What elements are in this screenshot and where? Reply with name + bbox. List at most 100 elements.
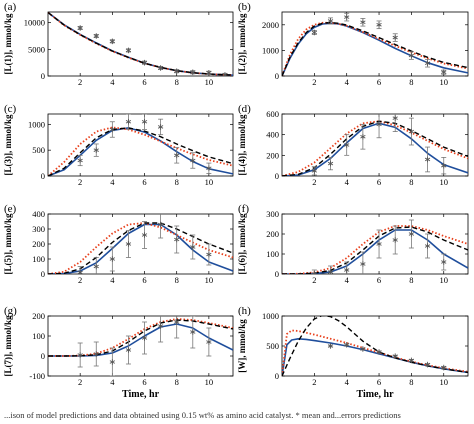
data-point: [125, 230, 132, 258]
y-tick-label: 200: [32, 239, 45, 249]
data-point: [441, 156, 447, 175]
data-point: [190, 69, 196, 76]
data-point: [344, 342, 350, 348]
x-tick-label: 2: [312, 177, 316, 187]
data-point: [344, 261, 350, 274]
data-point: [327, 156, 334, 171]
y-tick-label: 200: [32, 311, 45, 321]
x-tick-label: 6: [142, 377, 146, 387]
x-tick-label: 10: [439, 275, 448, 285]
data-point: [392, 33, 398, 42]
plot-frame: [47, 315, 234, 377]
data-point: [141, 221, 148, 249]
x-tick-label: 4: [110, 77, 115, 87]
x-tick-label: 2: [312, 77, 316, 87]
panel-label: (e): [4, 203, 17, 215]
x-tick-label: 4: [110, 377, 115, 387]
data-point: [109, 38, 116, 45]
series-line-red-dotted: [48, 222, 233, 274]
data-point: [424, 58, 431, 68]
x-tick-label: 10: [439, 77, 448, 87]
data-point: [206, 162, 212, 174]
data-point: [424, 361, 431, 368]
y-tick-label: 300: [266, 209, 279, 219]
data-point: [327, 17, 334, 25]
x-tick-label: 8: [409, 77, 413, 87]
data-point: [125, 114, 132, 130]
x-tick-label: 8: [175, 177, 179, 187]
x-tick-label: 10: [439, 377, 448, 387]
y-tick-label: 1000: [262, 45, 279, 55]
panel-label: (g): [4, 305, 17, 317]
data-point: [392, 114, 398, 132]
y-tick-label: 0: [275, 171, 279, 181]
data-point: [174, 147, 180, 164]
x-axis-label: Time, hr: [122, 389, 160, 400]
x-tick-label: 6: [377, 177, 381, 187]
x-tick-label: 4: [110, 177, 115, 187]
y-tick-label: 5000: [28, 44, 45, 54]
y-tick-label: -100: [29, 371, 45, 381]
data-point: [376, 114, 382, 139]
y-axis-label: [L(1)], mmol/kg: [3, 13, 13, 74]
y-tick-label: 300: [32, 224, 45, 234]
data-point: [392, 225, 398, 255]
data-point: [157, 214, 164, 239]
series-line-black-dashed: [282, 316, 468, 376]
data-point: [206, 70, 212, 76]
x-tick-label: 6: [142, 177, 146, 187]
data-point: [174, 316, 180, 339]
data-point: [441, 364, 447, 371]
data-point: [376, 20, 382, 30]
plot-frame: [281, 315, 469, 377]
x-axis-label: Time, hr: [356, 389, 394, 400]
series-line-blue-solid: [48, 323, 233, 357]
data-point: [109, 246, 116, 272]
y-tick-label: 100: [32, 254, 45, 264]
data-point: [174, 68, 180, 74]
x-tick-label: 4: [345, 77, 350, 87]
panel-a: 2 4 6 8 10 0 5000 10000 (a)[L(1)], mmol/kg: [3, 1, 234, 87]
y-tick-label: 2000: [262, 20, 279, 30]
x-tick-label: 8: [175, 275, 179, 285]
data-point: [141, 59, 148, 66]
panel-label: (a): [4, 1, 17, 13]
y-axis-label: [W], mmol/kg: [237, 319, 247, 373]
x-tick-label: 4: [345, 177, 350, 187]
series-line-black-dashed: [48, 319, 233, 357]
x-tick-label: 6: [142, 275, 146, 285]
data-point: [206, 327, 212, 357]
data-point: [311, 269, 318, 274]
y-tick-label: 0: [41, 269, 45, 279]
x-tick-label: 2: [78, 275, 82, 285]
x-tick-label: 10: [205, 177, 214, 187]
x-tick-label: 10: [205, 377, 214, 387]
data-point: [360, 123, 366, 150]
data-point: [93, 143, 99, 157]
y-tick-label: 1000: [262, 311, 279, 321]
y-axis-label: [L(7)], mmol/kg: [3, 315, 13, 376]
series-line-blue-solid: [282, 229, 468, 274]
y-tick-label: 500: [32, 145, 45, 155]
series-line-blue-solid: [48, 223, 233, 274]
x-tick-label: 6: [377, 275, 381, 285]
panel-label: (b): [238, 1, 251, 13]
panel-d: 2 4 6 8 10 0 200 400 600 (d)[L(4)], mmol/kg: [237, 103, 469, 187]
data-point: [376, 349, 382, 355]
data-point: [327, 343, 334, 349]
panel-b: 2 4 6 8 10 0 1000 2000 (b)[L(2)], mmol/kg: [237, 1, 469, 87]
data-point: [424, 146, 431, 173]
data-point: [376, 229, 382, 259]
data-point: [174, 225, 180, 254]
y-tick-label: 200: [266, 150, 279, 160]
x-tick-label: 6: [377, 377, 381, 387]
x-tick-label: 6: [142, 77, 146, 87]
data-point: [93, 33, 99, 39]
figure-caption: ...ison of model predictions and data ob…: [4, 410, 401, 420]
panel-label: (f): [238, 203, 249, 215]
data-point: [360, 346, 366, 352]
data-point: [311, 29, 318, 36]
series-line-red-dotted: [282, 120, 468, 176]
x-tick-label: 10: [439, 177, 448, 187]
